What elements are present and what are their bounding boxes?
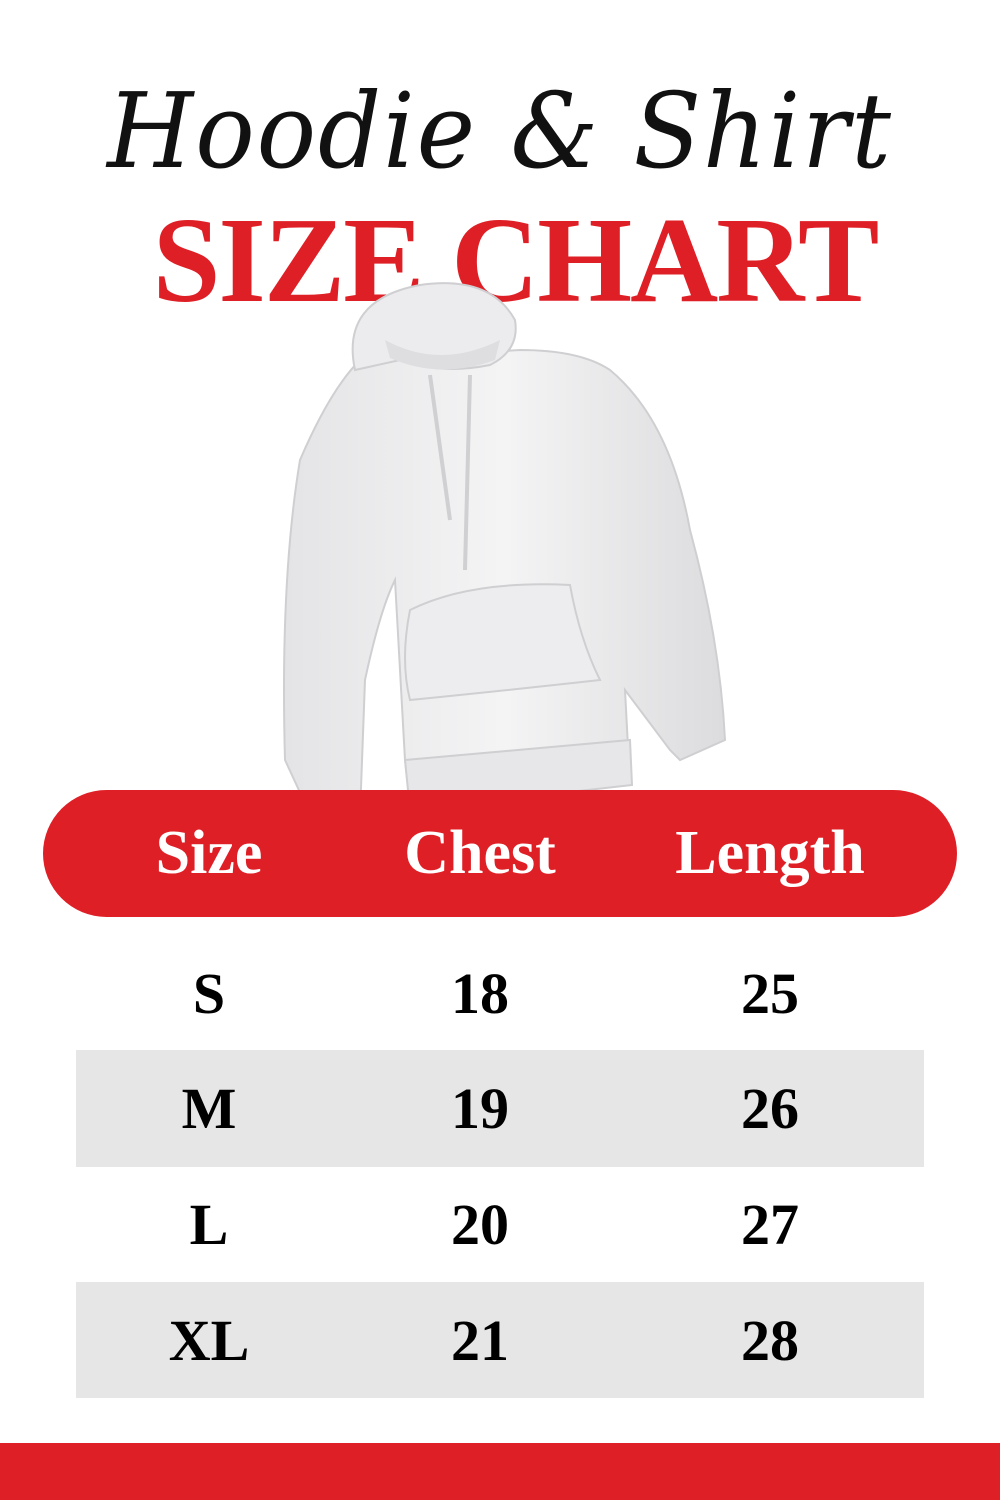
cell-length: 28 xyxy=(741,1307,799,1373)
title-script: Hoodie & Shirt xyxy=(107,70,893,192)
cell-chest: 20 xyxy=(451,1192,509,1257)
footer-bar xyxy=(0,1443,1000,1500)
cell-length: 26 xyxy=(741,1076,799,1141)
title-main: SIZE CHART xyxy=(152,193,880,328)
table-row: M 19 26 xyxy=(76,1050,924,1167)
cell-chest: 19 xyxy=(451,1076,509,1141)
cell-size: S xyxy=(192,961,226,1026)
header-size: Size xyxy=(155,819,263,887)
cell-size: M xyxy=(181,1076,237,1141)
header-chest: Chest xyxy=(404,819,556,887)
cell-size: XL xyxy=(168,1307,250,1373)
hoodie-icon xyxy=(283,282,727,827)
cell-length: 25 xyxy=(741,961,799,1026)
table-header: Size Chest Length xyxy=(43,790,957,917)
cell-chest: 21 xyxy=(451,1307,509,1373)
table-row: L 20 27 xyxy=(76,1167,924,1282)
header-length: Length xyxy=(675,819,865,887)
cell-length: 27 xyxy=(741,1192,799,1257)
cell-size: L xyxy=(189,1192,229,1257)
table-row: S 18 25 xyxy=(76,937,924,1050)
cell-chest: 18 xyxy=(451,961,509,1026)
table-row: XL 21 28 xyxy=(76,1282,924,1398)
